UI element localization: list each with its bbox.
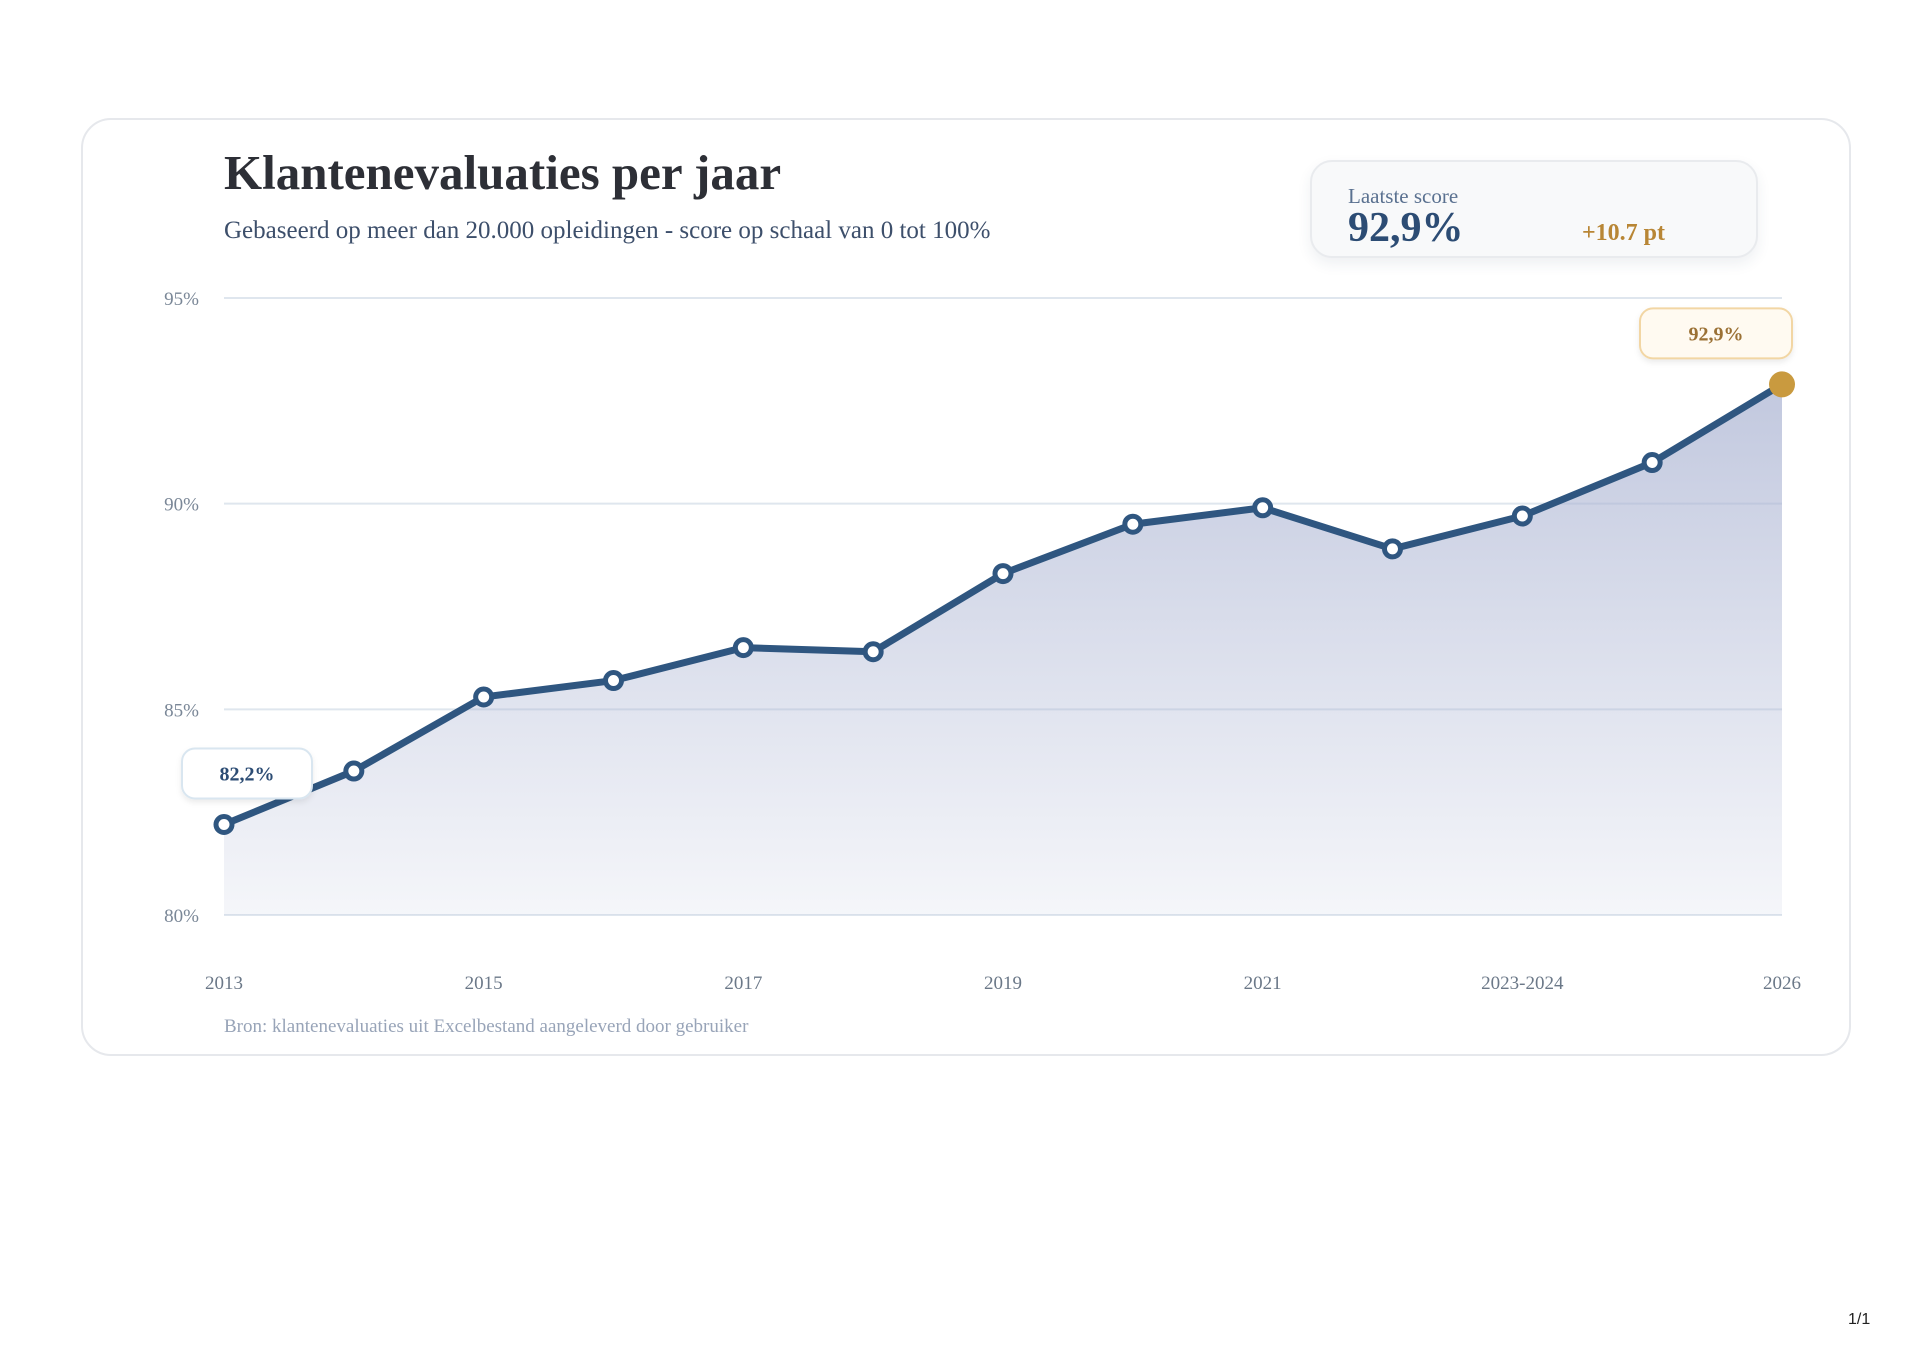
data-point [1511, 505, 1533, 527]
kpi-card: Laatste score 92,9% +10.7 pt [1310, 160, 1758, 258]
x-tick-label: 2017 [724, 973, 762, 994]
callout-last-box [1639, 307, 1793, 360]
data-point [1252, 497, 1274, 519]
y-tick-label: 80% [164, 906, 199, 927]
data-point [1641, 452, 1663, 474]
y-tick-label: 85% [164, 700, 199, 721]
chart-title: Klantenevaluaties per jaar [224, 145, 782, 200]
x-tick-label: 2026 [1763, 973, 1801, 994]
source-note: Bron: klantenevaluaties uit Excelbestand… [224, 1016, 749, 1037]
data-point [343, 760, 365, 782]
data-point [603, 670, 624, 692]
y-tick-label: 90% [164, 495, 199, 516]
data-point-latest [1769, 371, 1795, 398]
callout-first-label: 82,2% [220, 764, 275, 786]
data-point [992, 563, 1014, 585]
x-axis: 2013 2015 2017 2019 2021 2023-2024 2026 [205, 973, 1801, 994]
kpi-label: Laatste score [1348, 184, 1459, 208]
data-point [213, 814, 235, 836]
callout-first-box [181, 747, 313, 800]
x-tick-label: 2019 [984, 973, 1022, 994]
data-point [1382, 538, 1403, 560]
data-point [1122, 513, 1144, 535]
callouts: 82,2% 92,9% [181, 307, 1793, 800]
chart-subtitle: Gebaseerd op meer dan 20.000 opleidingen… [224, 217, 991, 244]
x-tick-label: 2015 [465, 973, 503, 994]
callout-last-label: 92,9% [1689, 323, 1744, 345]
y-axis: 80% 85% 90% 95% [164, 289, 199, 927]
page-number: 1/1 [1848, 1311, 1871, 1328]
x-tick-label: 2021 [1244, 973, 1282, 994]
x-tick-label: 2013 [205, 973, 243, 994]
series-area-fill [224, 384, 1782, 915]
data-points [213, 371, 1795, 836]
series-area [224, 384, 1782, 915]
y-tick-label: 95% [164, 289, 199, 310]
kpi-delta: +10.7 pt [1582, 220, 1666, 246]
data-point [732, 637, 754, 659]
data-point [473, 686, 495, 708]
kpi-value: 92,9% [1348, 205, 1464, 251]
x-tick-label: 2023-2024 [1481, 973, 1564, 994]
data-point [862, 641, 884, 663]
